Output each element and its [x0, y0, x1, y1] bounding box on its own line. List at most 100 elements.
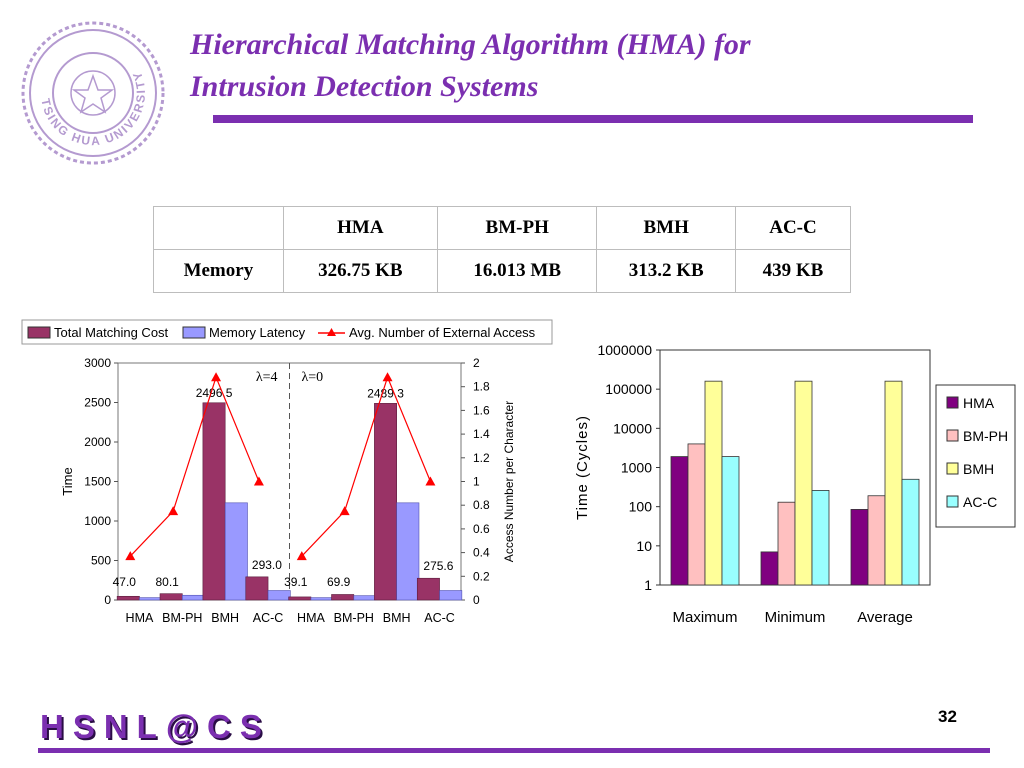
- table-cell: 313.2 KB: [596, 249, 736, 293]
- data-label: 39.1: [284, 575, 308, 589]
- data-label: 80.1: [155, 575, 179, 589]
- bar-memory-latency: [267, 590, 291, 601]
- title-line-1: Hierarchical Matching Algorithm (HMA) fo…: [190, 28, 751, 61]
- table-header-cell: [153, 206, 284, 250]
- footer-brand-logo: HSNL@CS: [40, 708, 271, 745]
- x-tick-label: Minimum: [765, 609, 826, 626]
- bar: [867, 495, 886, 586]
- access-marker: [296, 551, 307, 561]
- y-tick-label: 10: [636, 538, 652, 554]
- title-underline: [213, 115, 973, 123]
- y-right-tick-label: 1.4: [473, 427, 490, 441]
- access-marker: [425, 476, 436, 486]
- x-tick-label: HMA: [297, 611, 325, 625]
- y-tick-label: 1000: [84, 514, 111, 528]
- cycles-log-chart: 1 10 100 1000 10000 100000 1000000 Time (Cycles…: [574, 342, 1016, 626]
- bar-total-matching-cost: [374, 403, 397, 601]
- table-cell: 16.013 MB: [436, 249, 598, 293]
- access-marker: [168, 506, 179, 516]
- legend-swatch: [27, 326, 51, 339]
- x-tick-label: AC-C: [253, 611, 284, 625]
- y-axis-label: Time (Cycles): [574, 415, 591, 520]
- table-cell: 439 KB: [734, 249, 852, 293]
- table-row: Memory 326.75 KB 16.013 MB 313.2 KB 439 …: [153, 249, 852, 293]
- data-label: 293.0: [252, 558, 282, 572]
- title-line-2: Intrusion Detection Systems: [190, 70, 539, 103]
- y-tick-label: 1500: [84, 475, 111, 489]
- y-right-tick-label: 1.8: [473, 380, 490, 394]
- bar-total-matching-cost: [416, 577, 440, 601]
- bar-memory-latency: [310, 597, 334, 601]
- bar-memory-latency: [182, 594, 205, 601]
- table-cell: 326.75 KB: [282, 249, 438, 293]
- y-tick-label: 3000: [84, 356, 111, 370]
- footer-underline: [38, 748, 990, 753]
- bar-memory-latency: [139, 597, 163, 601]
- access-marker: [253, 476, 264, 486]
- matching-cost-chart: Total Matching Cost Memory Latency Avg. Nu…: [21, 319, 553, 625]
- x-tick-label: HMA: [126, 611, 154, 625]
- row-label: Memory: [153, 249, 284, 293]
- data-label: 47.0: [113, 575, 137, 589]
- y-tick-label: 1000: [621, 460, 652, 476]
- table-header-cell: BM-PH: [436, 206, 598, 250]
- table-header-cell: BMH: [596, 206, 736, 250]
- y-tick-label: 100: [629, 499, 653, 515]
- legend-label: BM-PH: [963, 428, 1008, 444]
- bar: [884, 380, 903, 586]
- bar-total-matching-cost: [159, 593, 183, 601]
- y-tick-label: 500: [91, 554, 111, 568]
- bar-total-matching-cost: [245, 576, 269, 601]
- x-tick-label: BMH: [383, 611, 411, 625]
- bar: [777, 501, 796, 586]
- y-tick-label: 100000: [605, 381, 652, 397]
- table-header-cell: AC-C: [734, 206, 852, 250]
- bar: [721, 456, 740, 586]
- table-header-row: HMA BM-PH BMH AC-C: [153, 206, 852, 250]
- y-axis-label: Time: [60, 467, 75, 495]
- data-label: 2496.5: [196, 386, 233, 400]
- legend-swatch: [946, 396, 959, 409]
- legend-marker: [327, 328, 336, 336]
- legend-swatch: [946, 429, 959, 442]
- x-tick-label: BM-PH: [334, 611, 374, 625]
- y-tick-label: 2500: [84, 396, 111, 410]
- legend-box: [21, 319, 553, 345]
- university-seal-logo: TSING HUA UNIVERSITY: [21, 21, 165, 165]
- y-right-tick-label: 1: [473, 475, 480, 489]
- bar: [794, 380, 813, 586]
- bar-total-matching-cost: [288, 596, 312, 601]
- page-number: 32: [938, 707, 957, 726]
- data-label: 275.6: [423, 559, 453, 573]
- bar: [670, 456, 689, 586]
- bar: [850, 509, 869, 586]
- memory-table: HMA BM-PH BMH AC-C Memory 326.75 KB 16.0…: [153, 206, 852, 293]
- legend-label: BMH: [963, 461, 994, 477]
- access-marker: [211, 372, 222, 382]
- y-tick-label: 2000: [84, 435, 111, 449]
- legend-label: Memory Latency: [209, 325, 306, 340]
- bar: [760, 551, 779, 586]
- access-line: [301, 375, 431, 557]
- data-label: 2489.3: [367, 386, 404, 400]
- legend-label: Total Matching Cost: [54, 325, 169, 340]
- bar-total-matching-cost: [116, 595, 140, 601]
- table-header-cell: HMA: [282, 206, 438, 250]
- legend-swatch: [946, 462, 959, 475]
- data-label: 69.9: [327, 575, 351, 589]
- legend-label: Avg. Number of External Access: [349, 325, 536, 340]
- bar-total-matching-cost: [331, 594, 355, 601]
- x-tick-label: BM-PH: [162, 611, 202, 625]
- bar-memory-latency: [396, 502, 420, 601]
- group-label: λ=4: [256, 370, 278, 385]
- slide-title: Hierarchical Matching Algorithm (HMA) fo…: [190, 24, 751, 108]
- y-right-tick-label: 1.6: [473, 403, 490, 417]
- access-marker: [382, 372, 393, 382]
- y-tick-label: 10000: [613, 420, 652, 436]
- y-right-tick-label: 0.2: [473, 569, 490, 583]
- bar: [811, 490, 830, 586]
- y-right-axis-label: Access Number per Character: [502, 401, 516, 562]
- access-line: [129, 375, 260, 557]
- legend-swatch: [182, 326, 206, 339]
- legend-label: AC-C: [963, 494, 997, 510]
